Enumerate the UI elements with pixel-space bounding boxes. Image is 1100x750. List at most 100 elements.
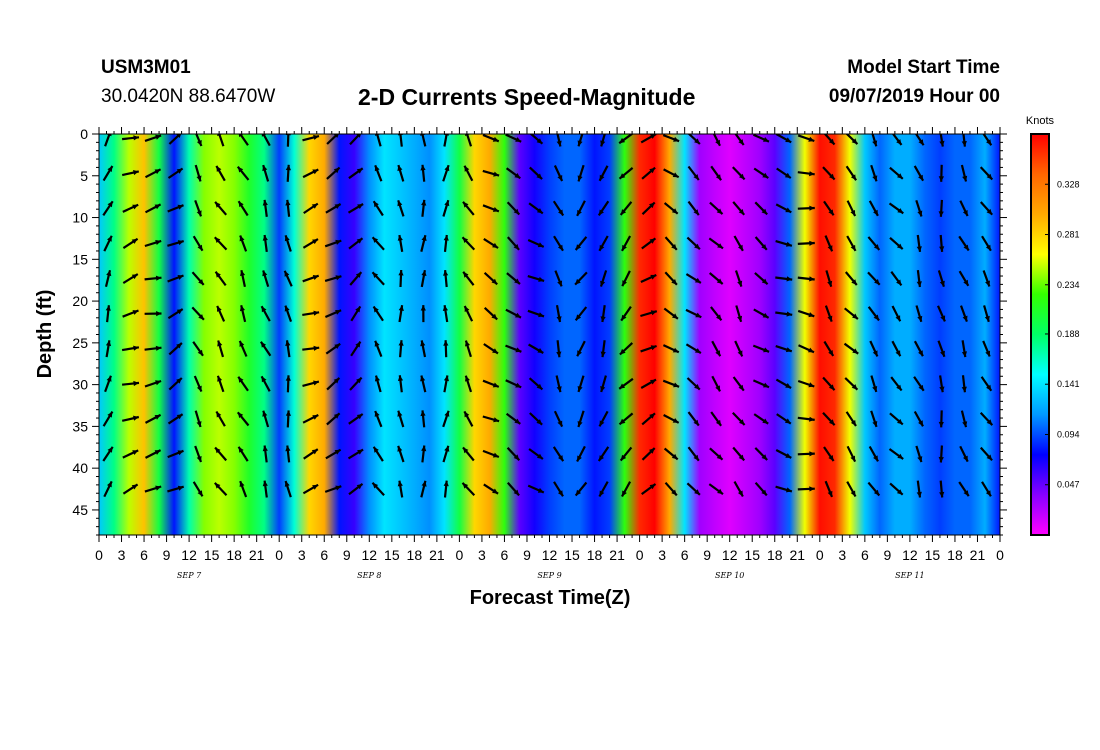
current-arrow: [797, 205, 815, 211]
colorbar-tick-label: 0.328: [1057, 179, 1080, 189]
current-arrow: [462, 446, 475, 462]
current-arrow: [236, 411, 250, 427]
current-arrow: [824, 305, 833, 322]
current-arrow: [239, 480, 248, 498]
current-arrow: [144, 203, 162, 214]
current-arrow: [167, 167, 184, 179]
current-arrow: [825, 270, 833, 288]
current-arrow: [961, 134, 967, 147]
current-arrow: [285, 445, 291, 463]
current-arrow: [262, 480, 268, 498]
current-arrow: [237, 376, 249, 392]
current-arrow: [640, 310, 658, 318]
current-arrow: [262, 445, 268, 463]
current-arrow: [262, 164, 270, 182]
current-arrow: [598, 165, 609, 182]
current-arrow: [102, 200, 114, 217]
current-arrow: [938, 445, 944, 463]
current-arrow: [663, 307, 679, 320]
current-arrow: [939, 234, 945, 252]
current-arrow: [577, 375, 585, 393]
current-arrow: [960, 410, 968, 428]
current-arrow: [167, 485, 185, 493]
current-arrow: [775, 345, 793, 353]
current-arrow: [891, 340, 902, 357]
current-arrow: [686, 236, 701, 251]
current-arrow: [711, 375, 721, 392]
current-arrow: [915, 445, 923, 463]
current-arrow: [641, 412, 656, 426]
current-arrow: [752, 379, 770, 389]
current-arrow: [284, 305, 293, 322]
current-arrow: [868, 200, 879, 217]
current-arrow: [641, 483, 657, 495]
current-arrow: [574, 481, 588, 497]
current-arrow: [775, 449, 792, 459]
current-arrow: [144, 413, 162, 424]
current-arrow: [600, 375, 607, 393]
current-arrow: [598, 235, 609, 252]
current-arrow: [797, 240, 815, 246]
current-arrow: [600, 134, 606, 147]
current-arrow: [420, 269, 427, 288]
current-arrow: [797, 276, 815, 282]
current-arrow: [398, 269, 404, 288]
current-arrow: [868, 445, 879, 462]
current-arrow: [527, 309, 545, 318]
current-arrow: [982, 270, 991, 287]
current-arrow: [214, 446, 228, 462]
current-arrow: [463, 305, 474, 322]
current-arrow: [939, 480, 945, 498]
current-arrow: [775, 134, 792, 144]
current-arrow: [237, 200, 249, 217]
current-arrow: [505, 379, 522, 389]
current-arrow: [194, 445, 203, 463]
x-tick-label: 3: [478, 547, 486, 563]
current-arrow: [302, 238, 319, 249]
current-arrow: [597, 200, 610, 217]
current-arrow: [732, 411, 746, 426]
current-arrow: [553, 410, 564, 428]
current-arrow: [461, 482, 476, 496]
x-tick-label: 15: [384, 547, 400, 563]
current-arrow: [528, 343, 544, 354]
x-date-label: SEP 7: [177, 571, 202, 580]
current-arrow: [121, 380, 140, 387]
current-arrow: [442, 410, 450, 428]
current-arrow: [464, 375, 473, 393]
current-arrow: [121, 170, 140, 177]
current-arrow: [122, 483, 139, 495]
current-arrow: [283, 270, 293, 287]
current-arrow: [102, 446, 114, 462]
current-arrow: [961, 375, 967, 393]
current-arrow: [709, 447, 724, 461]
current-arrow: [597, 446, 610, 462]
x-tick-label: 9: [163, 547, 171, 563]
x-tick-label: 15: [564, 547, 580, 563]
current-arrow: [981, 481, 992, 497]
current-arrow: [217, 340, 225, 358]
x-tick-label: 12: [722, 547, 738, 563]
current-arrow: [889, 412, 904, 426]
current-arrow: [939, 375, 945, 393]
current-arrow: [349, 271, 363, 286]
current-arrow: [374, 164, 383, 182]
current-arrow: [959, 305, 968, 322]
current-arrow: [482, 204, 500, 213]
current-arrow: [574, 236, 588, 251]
current-arrow: [104, 134, 112, 147]
current-arrow: [324, 275, 342, 282]
y-tick-label: 45: [72, 502, 88, 518]
current-arrow: [870, 410, 878, 428]
current-arrow: [980, 376, 993, 392]
speed-heatmap: [99, 134, 1000, 535]
current-arrow: [326, 412, 341, 426]
current-arrow: [240, 269, 246, 288]
current-arrow: [144, 485, 162, 493]
current-arrow: [506, 272, 521, 285]
current-arrow: [372, 446, 384, 462]
x-tick-label: 18: [587, 547, 603, 563]
current-arrow: [798, 344, 815, 354]
current-arrow: [576, 445, 586, 463]
current-arrow: [528, 202, 544, 215]
